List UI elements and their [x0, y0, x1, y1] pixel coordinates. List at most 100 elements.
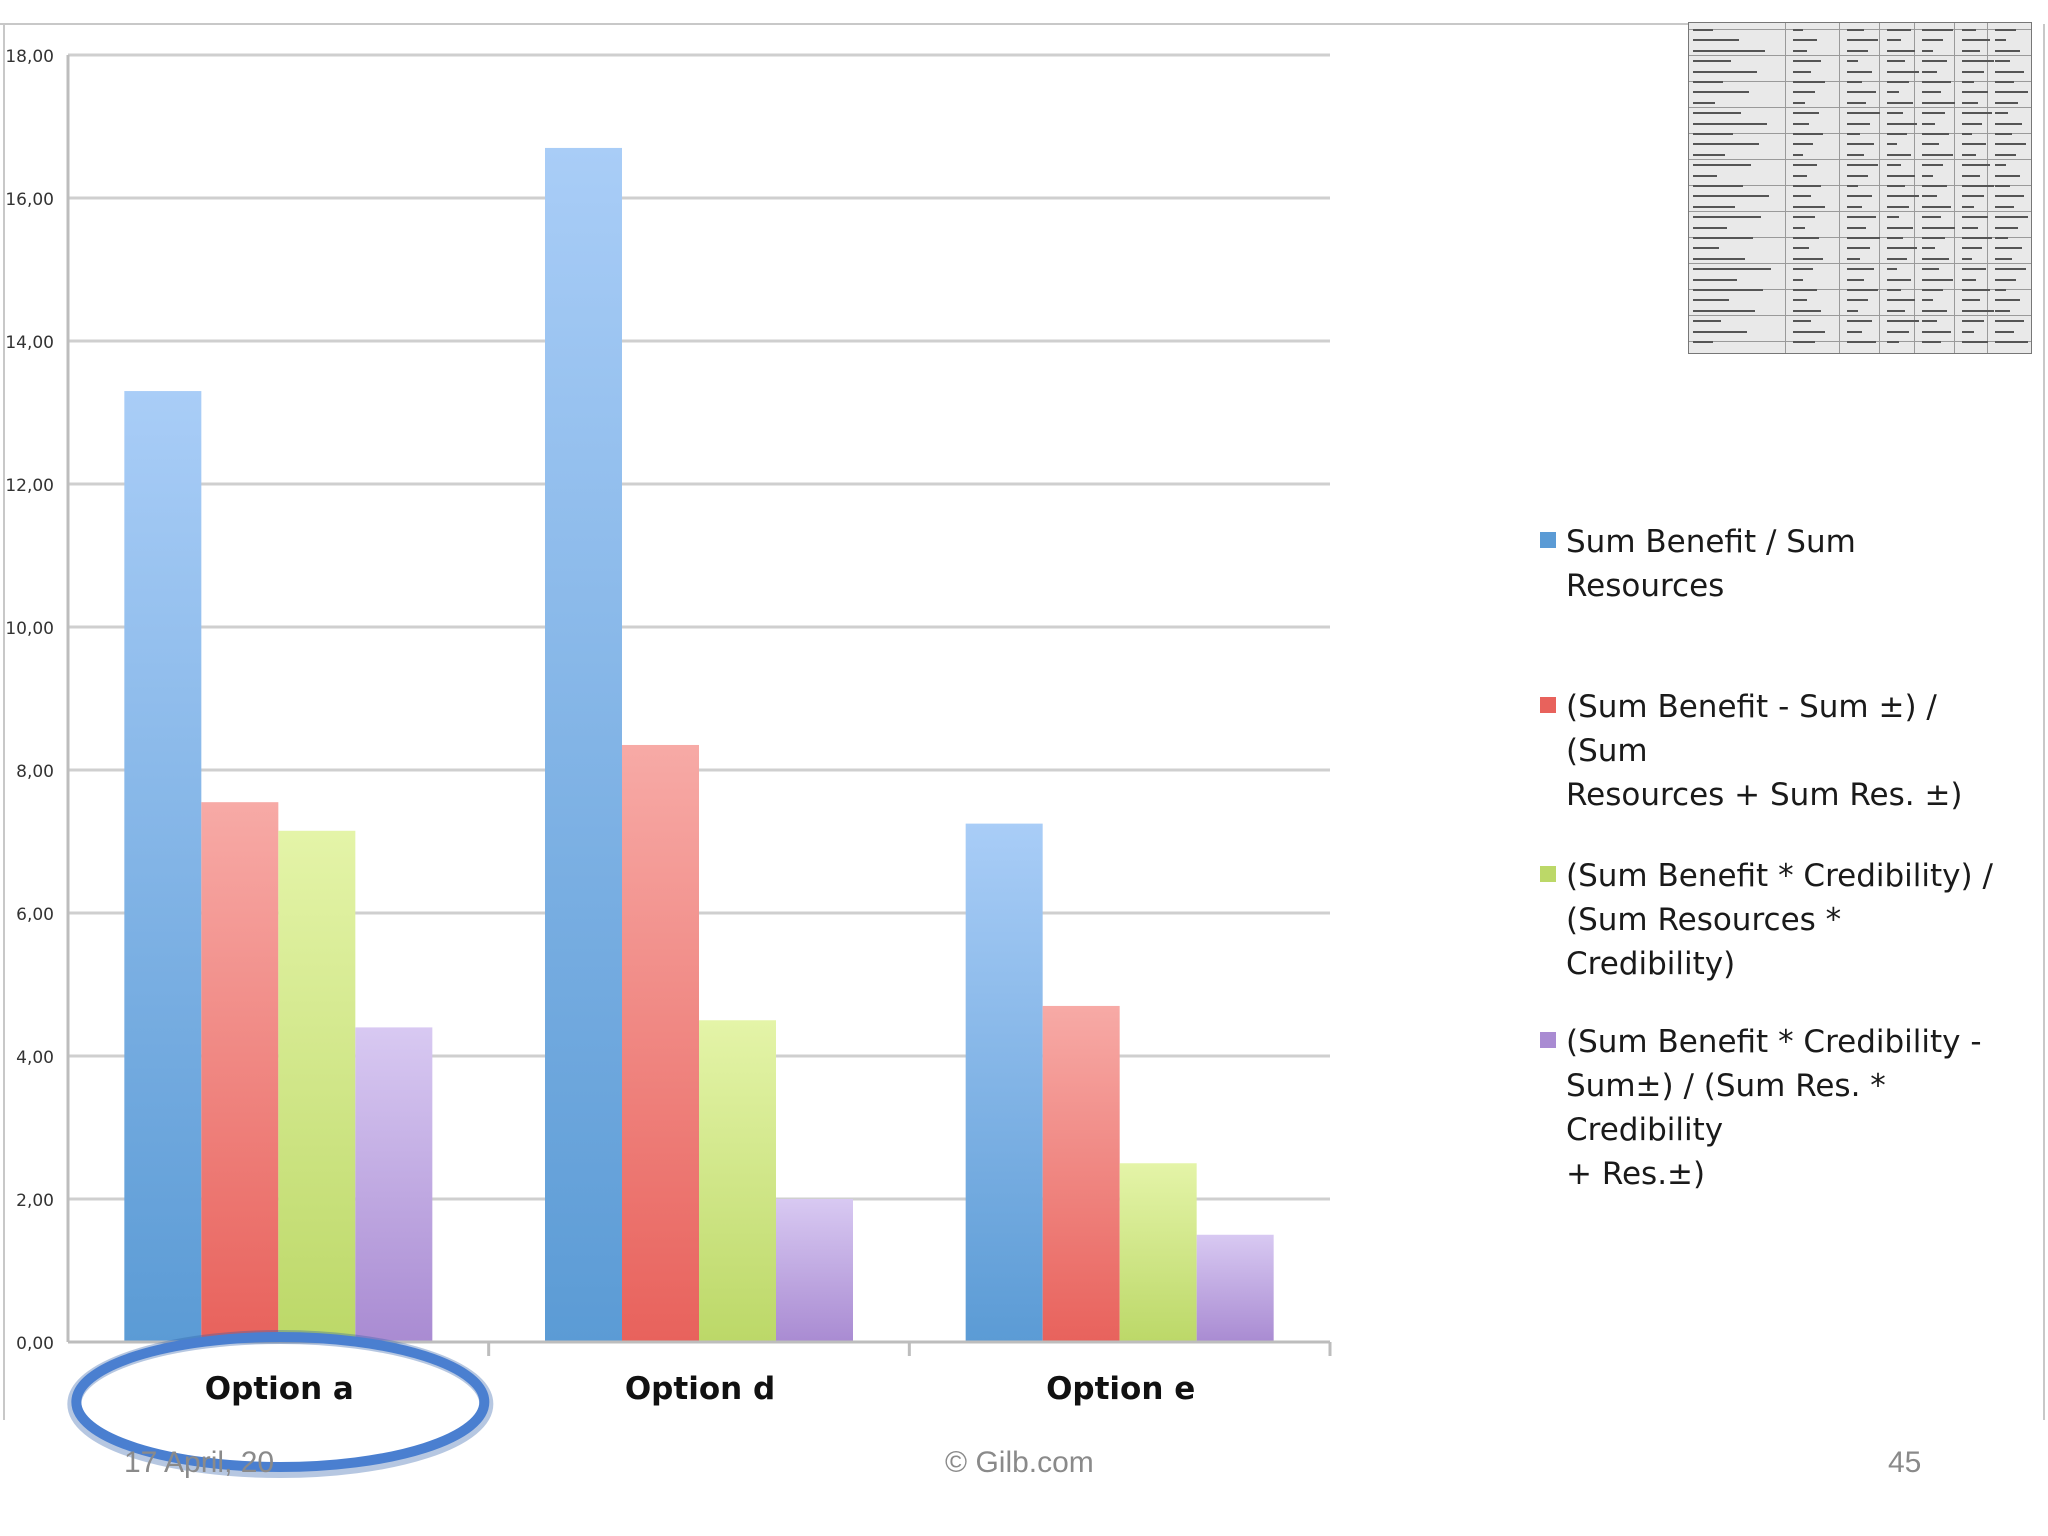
thumbnail-texture	[1922, 39, 1943, 42]
thumbnail-texture	[1922, 237, 1945, 239]
legend-swatch	[1540, 697, 1556, 713]
thumbnail-texture	[1793, 257, 1823, 260]
thumbnail-texture	[1793, 341, 1815, 343]
thumbnail-texture	[1995, 299, 2020, 302]
thumbnail-texture	[1879, 23, 1880, 353]
thumbnail-texture	[1987, 23, 1988, 353]
footer-page-number: 45	[1888, 1446, 1922, 1479]
thumbnail-texture	[1793, 91, 1815, 94]
bar-3-option-a	[278, 830, 356, 1342]
thumbnail-texture	[1962, 247, 1982, 250]
thumbnail-texture	[1995, 112, 2008, 115]
thumbnail-texture	[1847, 122, 1870, 125]
bar-1-option-a	[124, 391, 202, 1342]
bars	[124, 147, 1274, 1343]
thumbnail-texture	[1962, 226, 1978, 229]
legend-swatch	[1540, 1032, 1556, 1048]
thumbnail-texture	[1847, 226, 1866, 229]
thumbnail-texture	[1995, 247, 2022, 250]
thumbnail-texture	[1847, 91, 1876, 94]
thumbnail-texture	[1995, 216, 2028, 219]
thumbnail-texture	[1693, 226, 1727, 229]
thumbnail-texture	[1785, 23, 1786, 353]
y-axis-ticks: 0,00 2,00 4,00 6,00 8,00 10,00 12,00 14,00 16,00…	[5, 47, 54, 1354]
thumbnail-texture	[1847, 70, 1872, 73]
thumbnail-texture	[1689, 315, 2031, 316]
thumbnail-texture	[1995, 195, 2024, 198]
thumbnail-texture	[1689, 263, 2031, 264]
thumbnail-texture	[1995, 70, 2024, 73]
thumbnail-texture	[1922, 330, 1951, 333]
thumbnail-texture	[1793, 122, 1809, 125]
thumbnail-texture	[1793, 39, 1817, 42]
thumbnail-texture	[1793, 112, 1819, 115]
thumbnail-texture	[1793, 216, 1815, 219]
thumbnail-texture	[1847, 341, 1876, 343]
thumbnail-texture	[1962, 257, 1972, 260]
thumbnail-texture	[1887, 60, 1905, 63]
thumbnail-texture	[1693, 195, 1769, 198]
thumbnail-texture	[1922, 153, 1953, 156]
thumbnail-texture	[1922, 299, 1933, 302]
bar-1-option-d	[545, 147, 622, 1343]
thumbnail-texture	[1847, 205, 1862, 208]
thumbnail-texture	[1962, 70, 1984, 73]
thumbnail-texture	[1847, 278, 1864, 281]
thumbnail-texture	[1847, 133, 1860, 135]
thumbnail-texture	[1962, 153, 1976, 156]
thumbnail-texture	[1962, 268, 1986, 271]
bar-3-option-e	[1119, 1163, 1197, 1342]
bar-2-option-e	[1042, 1005, 1120, 1342]
thumbnail-texture	[1995, 226, 2018, 229]
thumbnail-texture	[1922, 60, 1947, 63]
thumbnail-texture	[1793, 81, 1825, 83]
thumbnail-texture	[1922, 341, 1941, 343]
thumbnail-texture	[1995, 268, 2026, 271]
thumbnail-texture	[1847, 289, 1878, 291]
thumbnail-texture	[1887, 237, 1903, 239]
thumbnail-texture	[1922, 289, 1943, 291]
thumbnail-texture	[1693, 101, 1715, 104]
thumbnail-texture	[1793, 226, 1805, 229]
bar-2-option-d	[622, 744, 699, 1342]
thumbnail-texture	[1995, 309, 2010, 312]
thumbnail-texture	[1922, 133, 1949, 135]
thumbnail-texture	[1847, 39, 1878, 42]
thumbnail-texture	[1847, 112, 1880, 115]
legend-label: Sum Benefit / Sum Resources	[1566, 520, 2006, 608]
thumbnail-texture	[1887, 133, 1907, 135]
thumbnail-texture	[1693, 309, 1755, 312]
thumbnail-texture	[1693, 81, 1723, 83]
thumbnail-texture	[1793, 164, 1817, 167]
thumbnail-texture	[1793, 320, 1811, 323]
thumbnail-texture	[1847, 309, 1858, 312]
thumbnail-texture	[1962, 174, 1980, 177]
thumbnail-texture	[1962, 205, 1974, 208]
thumbnail-texture	[1793, 70, 1811, 73]
thumbnail-texture	[1689, 211, 2031, 212]
thumbnail-texture	[1887, 320, 1919, 323]
thumbnail-texture	[1693, 174, 1717, 177]
thumbnail-texture	[1847, 299, 1868, 302]
thumbnail-texture	[1922, 247, 1935, 250]
thumbnail-texture	[1693, 237, 1753, 239]
thumbnail-texture	[1995, 91, 2028, 94]
footer-date: 17 April, 20	[124, 1446, 275, 1479]
thumbnail-texture	[1922, 216, 1941, 219]
thumbnail-texture	[1887, 49, 1915, 52]
thumbnail-texture	[1914, 23, 1915, 353]
thumbnail-texture	[1793, 309, 1821, 312]
thumbnail-texture	[1962, 101, 1978, 104]
legend-label-line: Sum±) / (Sum Res. * Credibility	[1566, 1068, 1886, 1148]
thumbnail-texture	[1962, 309, 1994, 312]
thumbnail-texture	[1847, 49, 1868, 52]
thumbnail-texture	[1922, 278, 1953, 281]
thumbnail-texture	[1995, 122, 2022, 125]
thumbnail-texture	[1887, 268, 1897, 271]
thumbnail-texture	[1887, 122, 1917, 125]
thumbnail-texture	[1962, 278, 1976, 281]
legend-label-line: (Sum Benefit - Sum ±) / (Sum	[1566, 689, 1937, 769]
thumbnail-texture	[1693, 29, 1713, 31]
